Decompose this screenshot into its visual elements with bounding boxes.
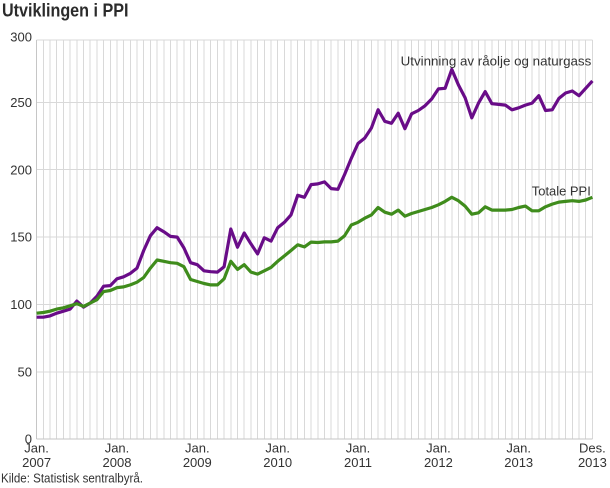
svg-text:150: 150 (10, 230, 32, 245)
svg-text:Jan.: Jan. (506, 441, 531, 456)
svg-text:2013: 2013 (504, 455, 533, 470)
svg-text:2010: 2010 (263, 455, 292, 470)
svg-text:250: 250 (10, 95, 32, 110)
svg-text:Jan.: Jan. (265, 441, 290, 456)
svg-text:Totale PPI: Totale PPI (532, 184, 591, 199)
svg-text:Jan.: Jan. (185, 441, 210, 456)
svg-text:200: 200 (10, 162, 32, 177)
svg-text:Des.: Des. (579, 441, 606, 456)
svg-text:Jan.: Jan. (24, 441, 49, 456)
svg-text:Jan.: Jan. (105, 441, 130, 456)
svg-text:2012: 2012 (424, 455, 453, 470)
svg-text:Jan.: Jan. (346, 441, 371, 456)
svg-text:Utvinning av råolje og naturga: Utvinning av råolje og naturgass (401, 53, 592, 68)
svg-text:0: 0 (25, 432, 32, 447)
svg-text:Jan.: Jan. (426, 441, 451, 456)
svg-text:2007: 2007 (22, 455, 51, 470)
svg-text:2009: 2009 (183, 455, 212, 470)
svg-text:2011: 2011 (344, 455, 372, 470)
svg-text:50: 50 (18, 364, 32, 379)
svg-text:300: 300 (10, 30, 32, 45)
svg-text:2013: 2013 (578, 455, 607, 470)
svg-text:Kilde: Statistisk sentralbyrå.: Kilde: Statistisk sentralbyrå. (1, 472, 143, 486)
svg-text:2008: 2008 (103, 455, 132, 470)
svg-text:Utviklingen i PPI: Utviklingen i PPI (2, 0, 129, 20)
svg-text:100: 100 (10, 297, 32, 312)
